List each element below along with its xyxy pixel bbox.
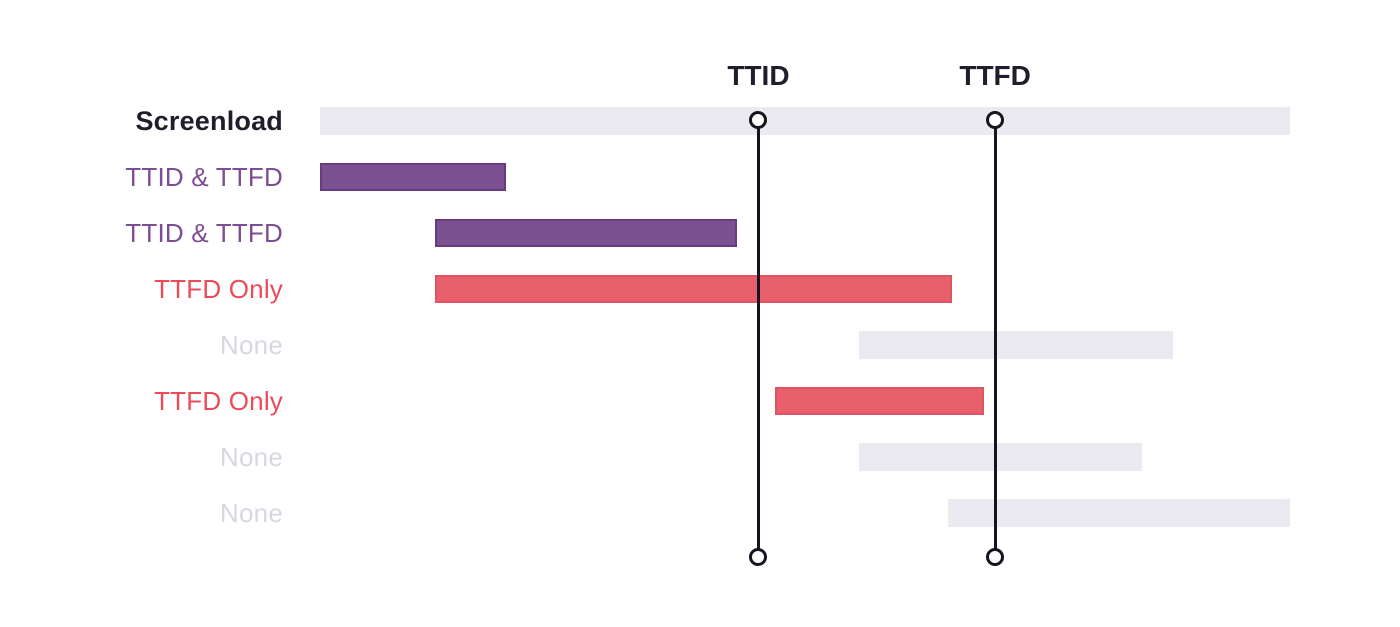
chart-row: TTFD Only [0, 387, 1400, 415]
marker-dot-bottom [749, 548, 768, 566]
chart-row: None [0, 443, 1400, 471]
row-label: TTID & TTFD [125, 162, 283, 192]
marker-line [993, 120, 997, 557]
row-track [320, 331, 1290, 359]
row-label: TTFD Only [154, 274, 283, 304]
timeline-bar [435, 219, 738, 247]
row-label: TTID & TTFD [125, 218, 283, 248]
marker-dot-top [749, 111, 768, 129]
chart-row: TTID & TTFD [0, 163, 1400, 191]
marker-dot-bottom [986, 548, 1005, 566]
row-track [320, 275, 1290, 303]
row-track [320, 107, 1290, 135]
chart-row: Screenload [0, 107, 1400, 135]
row-track [320, 163, 1290, 191]
timeline-bar [320, 163, 507, 191]
timeline-bar [435, 275, 953, 303]
marker-label: TTFD [959, 60, 1031, 91]
row-label: None [220, 498, 283, 528]
row-label: None [220, 330, 283, 360]
row-track [320, 443, 1290, 471]
chart-row: None [0, 499, 1400, 527]
timeline-bar [859, 443, 1142, 471]
row-label: None [220, 442, 283, 472]
chart-row: TTFD Only [0, 275, 1400, 303]
timeline-bar [320, 107, 1290, 135]
marker-label: TTID [727, 60, 790, 91]
chart-row: None [0, 331, 1400, 359]
row-label: TTFD Only [154, 386, 283, 416]
row-track [320, 499, 1290, 527]
marker-line [756, 120, 760, 557]
row-track [320, 387, 1290, 415]
timeline-bar [774, 387, 985, 415]
row-track [320, 219, 1290, 247]
row-label: Screenload [135, 106, 283, 136]
timeline-bar [947, 499, 1290, 527]
marker-dot-top [986, 111, 1005, 129]
chart-row: TTID & TTFD [0, 219, 1400, 247]
timeline-bar [859, 331, 1173, 359]
